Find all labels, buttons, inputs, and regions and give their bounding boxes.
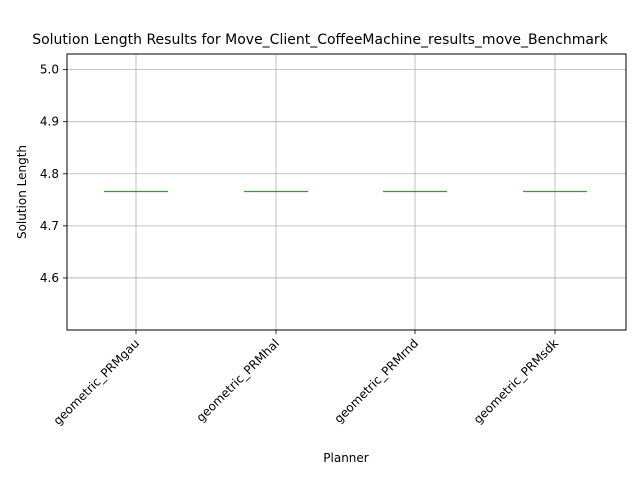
chart-title: Solution Length Results for Move_Client_… bbox=[32, 32, 608, 48]
y-tick-label: 4.8 bbox=[40, 167, 59, 181]
x-axis-ticks: geometric_PRMgau geometric_PRMhal geometri… bbox=[51, 330, 561, 428]
y-tick-label: 4.7 bbox=[40, 219, 59, 233]
x-tick-label: geometric_PRMsdk bbox=[471, 336, 561, 426]
y-tick-label: 4.6 bbox=[40, 271, 59, 285]
y-axis-ticks: 4.6 4.7 4.8 4.9 5.0 bbox=[40, 63, 67, 285]
x-tick-label: geometric_PRMgau bbox=[51, 336, 143, 428]
x-tick-label: geometric_PRMrnd bbox=[331, 336, 421, 426]
x-axis-label: Planner bbox=[323, 451, 369, 465]
y-axis-label: Solution Length bbox=[15, 145, 29, 239]
y-tick-label: 5.0 bbox=[40, 63, 59, 77]
plot-frame bbox=[66, 53, 627, 331]
y-tick-label: 4.9 bbox=[40, 115, 59, 129]
x-tick-label: geometric_PRMhal bbox=[194, 336, 283, 425]
